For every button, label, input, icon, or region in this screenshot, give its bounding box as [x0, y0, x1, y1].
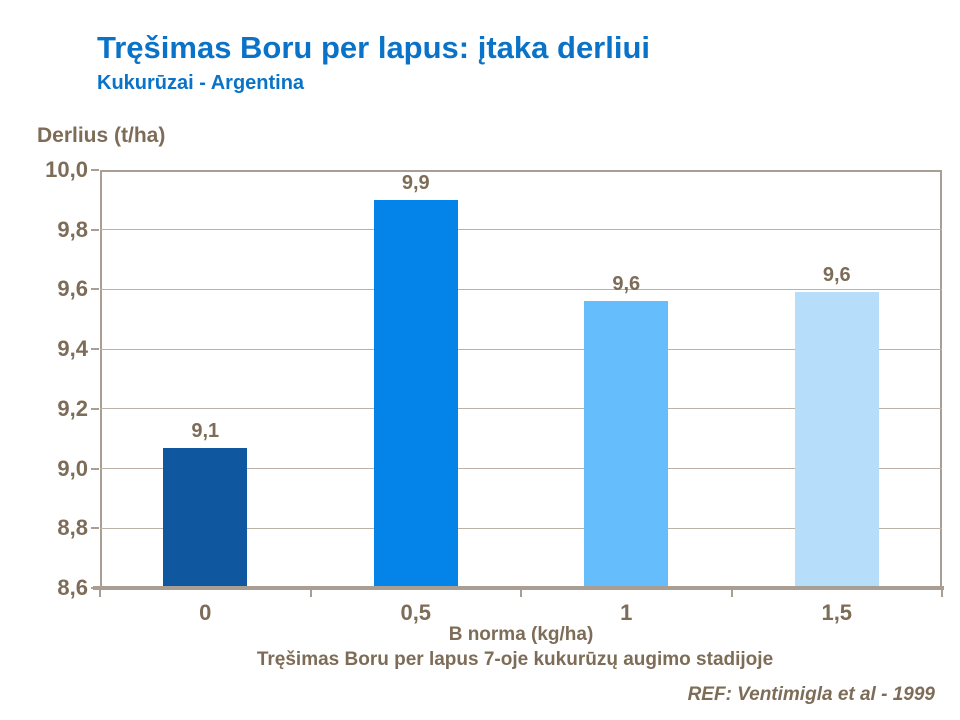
x-tick-mark — [730, 590, 733, 597]
y-axis-title: Derlius (t/ha) — [37, 124, 166, 147]
y-tick-mark — [91, 169, 99, 171]
y-tick-label: 10,0 — [45, 157, 88, 182]
bar — [794, 292, 879, 586]
y-tick-mark — [91, 228, 99, 231]
y-tick-label: 9,4 — [57, 336, 88, 362]
x-tick-label: 1 — [620, 600, 633, 625]
bar-value-label: 9,6 — [612, 273, 641, 296]
chart-subtitle: Kukurūzai - Argentina — [97, 72, 305, 94]
bar-value-label: 9,1 — [191, 419, 220, 442]
y-tick-mark — [91, 348, 99, 351]
y-tick-mark — [91, 407, 99, 410]
x-tick-label: 0,5 — [400, 600, 432, 625]
x-axis-title: B norma (kg/ha) — [448, 624, 594, 645]
x-axis-line — [93, 586, 944, 590]
x-tick-label: 0 — [199, 600, 212, 625]
x-tick-mark — [941, 590, 943, 597]
gridline — [100, 348, 942, 350]
chart-caption: Tręšimas Boru per lapus 7-oje kukurūzų a… — [256, 649, 774, 670]
y-tick-mark — [91, 288, 99, 291]
gridline — [100, 288, 942, 290]
bar — [584, 301, 669, 586]
bar — [373, 199, 458, 586]
gridline — [100, 229, 942, 231]
y-tick-mark — [91, 467, 99, 470]
x-tick-mark — [520, 590, 522, 597]
y-tick-label: 8,8 — [57, 515, 88, 541]
y-tick-label: 9,0 — [57, 455, 88, 481]
x-tick-label: 1,5 — [821, 600, 853, 625]
bar-value-label: 9,9 — [401, 171, 430, 194]
chart-title: Tręšimas Boru per lapus: įtaka derliui — [97, 30, 651, 65]
x-tick-mark — [309, 590, 312, 597]
y-tick-label: 9,6 — [57, 276, 88, 302]
gridline — [100, 527, 942, 529]
bar — [163, 447, 248, 586]
gridline — [100, 408, 942, 410]
y-tick-label: 9,2 — [57, 395, 88, 421]
y-tick-label: 9,8 — [57, 216, 88, 242]
x-tick-mark — [99, 590, 101, 597]
bar-value-label: 9,6 — [822, 264, 851, 287]
gridline — [100, 468, 942, 470]
y-tick-mark — [91, 527, 99, 530]
reference-text: REF: Ventimigla et al - 1999 — [687, 684, 935, 705]
y-tick-label: 8,6 — [57, 575, 88, 600]
